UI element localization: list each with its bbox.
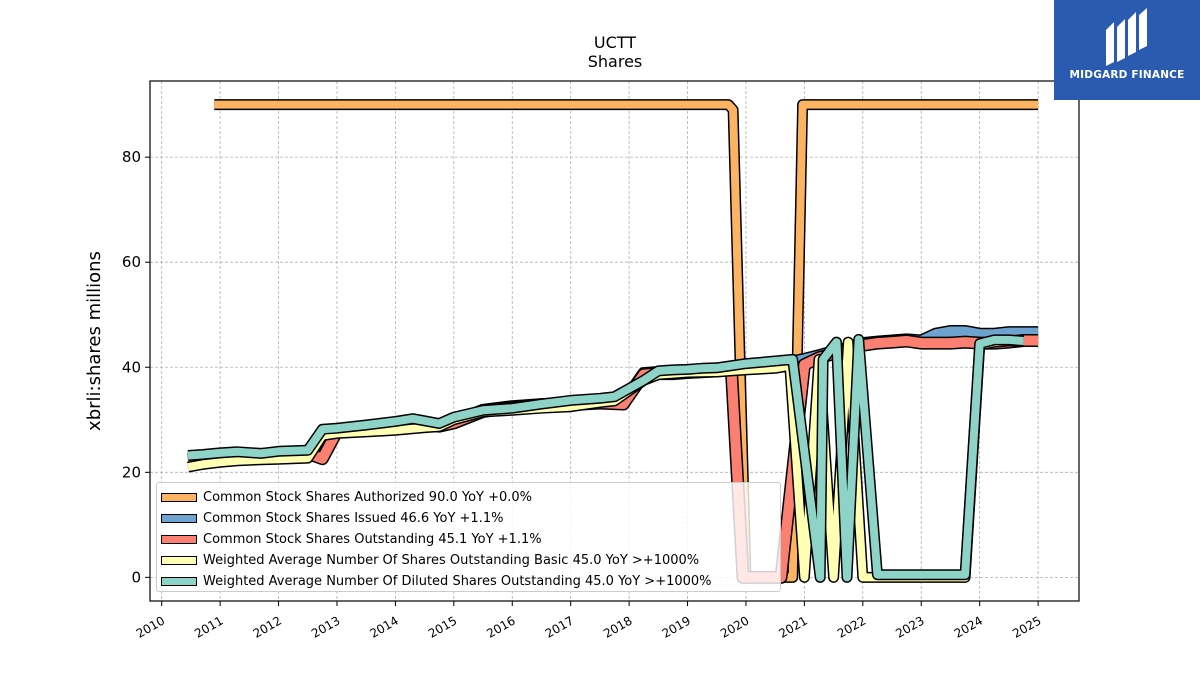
logo-mark-icon: [1106, 8, 1147, 66]
x-tick-label: 2012: [251, 613, 284, 640]
x-tick-label: 2016: [484, 613, 517, 640]
y-tick-label: 0: [131, 568, 141, 586]
legend-swatch-authorized: [161, 493, 197, 502]
x-tick-label: 2018: [601, 613, 634, 640]
legend-swatch-outstanding: [161, 535, 197, 544]
legend-item-authorized: Common Stock Shares Authorized 90.0 YoY …: [157, 487, 780, 508]
x-tick-label: 2023: [893, 613, 926, 640]
x-tick-label: 2017: [543, 613, 576, 640]
y-tick-label: 60: [122, 253, 141, 271]
chart-legend: Common Stock Shares Authorized 90.0 YoY …: [156, 482, 781, 592]
x-tick-label: 2024: [952, 613, 985, 640]
legend-label-issued: Common Stock Shares Issued 46.6 YoY +1.1…: [203, 511, 504, 526]
series-layer: [186, 99, 1039, 584]
x-tick-label: 2022: [835, 613, 868, 640]
legend-item-issued: Common Stock Shares Issued 46.6 YoY +1.1…: [157, 508, 780, 529]
legend-swatch-diluted: [161, 577, 197, 586]
plot-frame: [149, 80, 1080, 602]
legend-label-authorized: Common Stock Shares Authorized 90.0 YoY …: [203, 490, 533, 505]
y-tick-label: 80: [122, 148, 141, 166]
x-tick-label: 2011: [192, 613, 225, 640]
x-tick-label: 2014: [367, 613, 400, 640]
series-diluted: [187, 333, 1024, 583]
y-tick-label: 40: [122, 358, 141, 376]
legend-item-outstanding: Common Stock Shares Outstanding 45.1 YoY…: [157, 529, 780, 550]
x-tick-label: 2025: [1010, 613, 1043, 640]
legend-swatch-issued: [161, 514, 197, 523]
chart-title: UCTT: [594, 33, 636, 52]
legend-item-diluted: Weighted Average Number Of Diluted Share…: [157, 571, 780, 592]
chart-subtitle: Shares: [588, 52, 643, 71]
series-diluted-line: [187, 335, 1024, 582]
x-tick-label: 2019: [660, 613, 693, 640]
x-tick-label: 2020: [718, 613, 751, 640]
x-tick-label: 2010: [134, 613, 167, 640]
legend-item-basic: Weighted Average Number Of Shares Outsta…: [157, 550, 780, 571]
legend-swatch-basic: [161, 556, 197, 565]
logo-text: MIDGARD FINANCE: [1069, 69, 1185, 81]
y-axis-label: xbrli:shares millions: [84, 251, 105, 431]
brand-logo: MIDGARD FINANCE: [1054, 0, 1200, 100]
y-tick-label: 20: [122, 463, 141, 481]
legend-label-diluted: Weighted Average Number Of Diluted Share…: [203, 574, 712, 589]
legend-label-outstanding: Common Stock Shares Outstanding 45.1 YoY…: [203, 532, 542, 547]
x-tick-label: 2013: [309, 613, 342, 640]
legend-label-basic: Weighted Average Number Of Shares Outsta…: [203, 553, 700, 568]
x-tick-label: 2015: [426, 613, 459, 640]
x-tick-label: 2021: [776, 613, 809, 640]
